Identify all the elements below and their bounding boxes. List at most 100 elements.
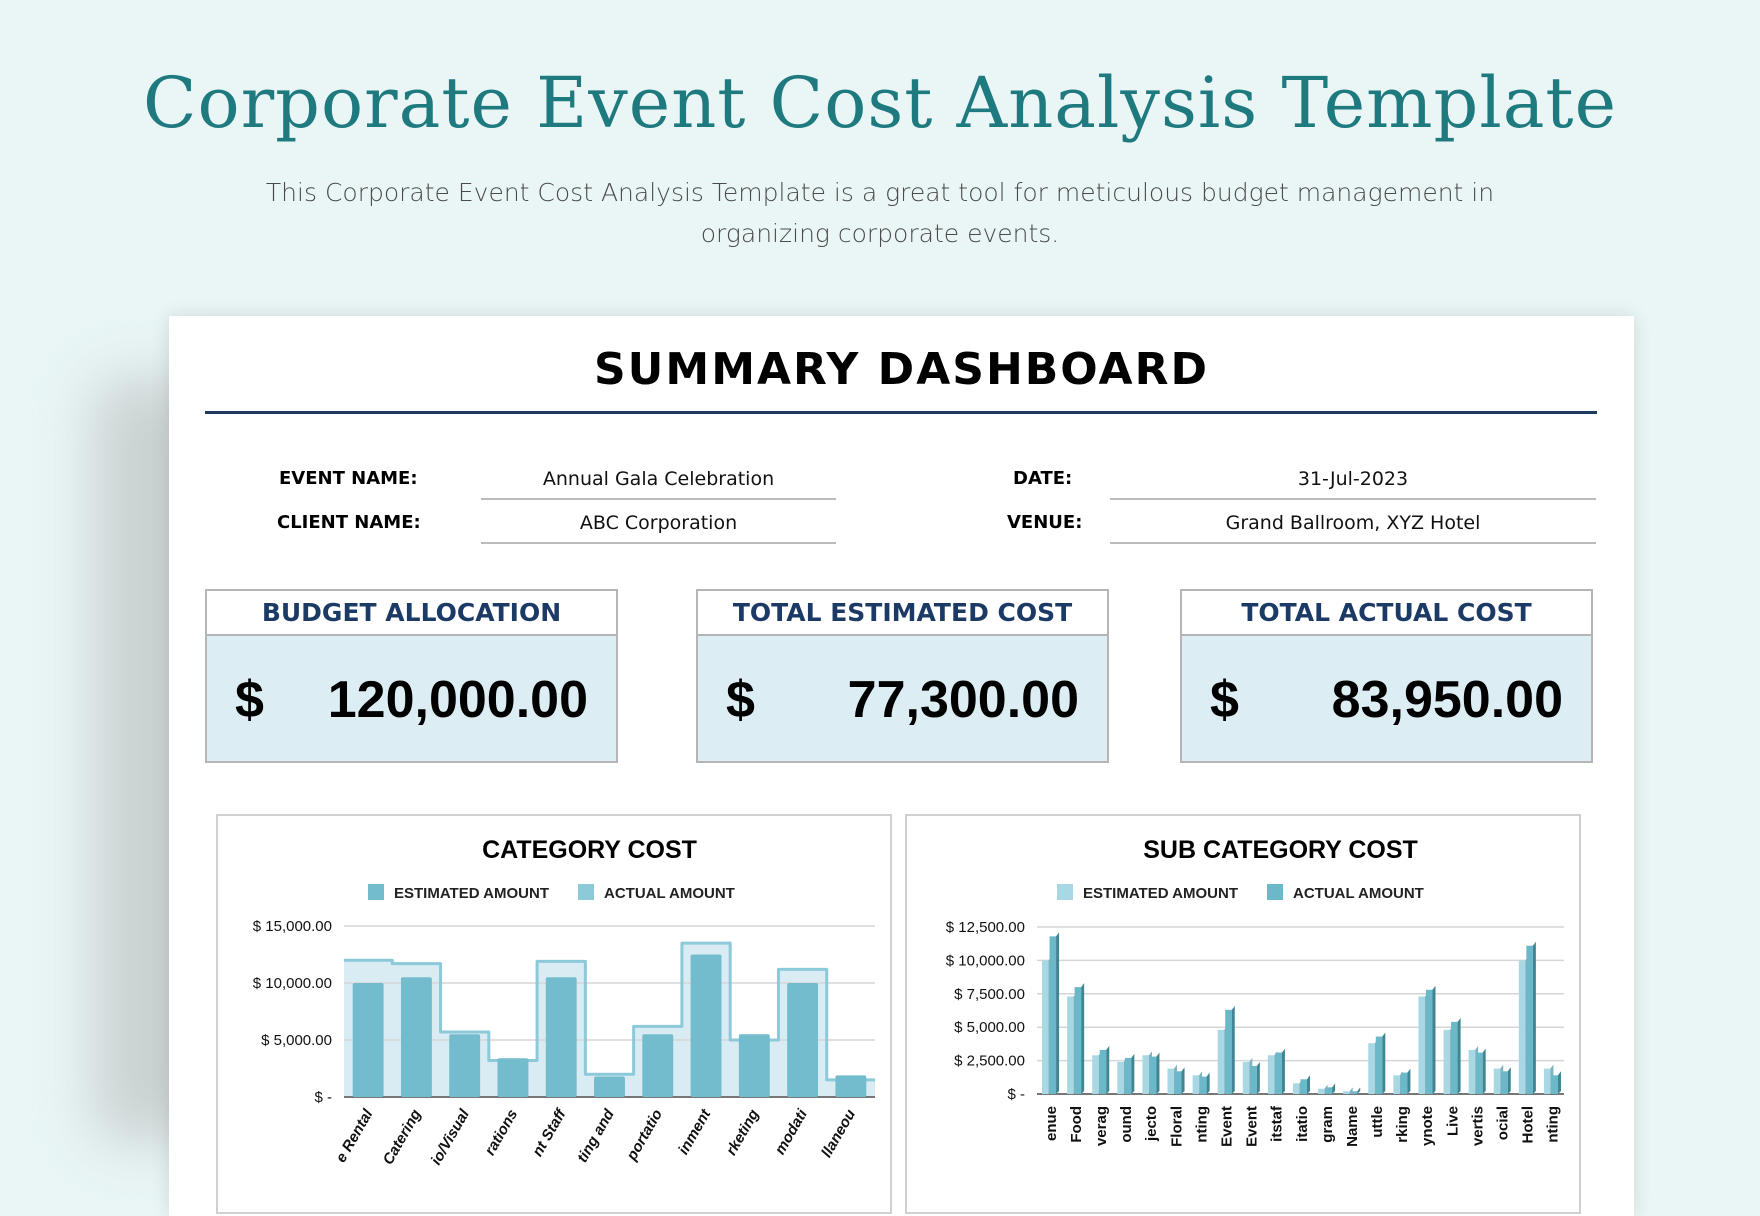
actual-bar-side	[1407, 1068, 1411, 1094]
x-tick-label: modati	[772, 1106, 812, 1158]
x-tick-label: nting	[1193, 1106, 1210, 1143]
estimated-bar	[1292, 1083, 1300, 1094]
legend-swatch	[578, 884, 594, 900]
legend-label: ACTUAL AMOUNT	[604, 885, 735, 902]
kpi-value: 77,300.00	[847, 671, 1079, 729]
estimated-bar	[1318, 1088, 1325, 1094]
estimated-bar	[1343, 1091, 1350, 1094]
estimated-bar-side	[1349, 1087, 1353, 1094]
kpi-total-estimated-cost: TOTAL ESTIMATED COST $77,300.00	[696, 589, 1109, 763]
actual-bar	[1526, 945, 1533, 1094]
x-tick-label: e Rental	[333, 1106, 377, 1166]
actual-bar	[1451, 1021, 1458, 1094]
estimated-bar	[1443, 1029, 1451, 1094]
date-field[interactable]: 31-Jul-2023	[1110, 462, 1596, 500]
estimated-bar	[1192, 1075, 1200, 1094]
actual-bar-side	[1357, 1087, 1361, 1094]
estimated-bar	[1067, 996, 1074, 1094]
actual-bar-side	[1131, 1053, 1135, 1094]
actual-bar	[1225, 1009, 1232, 1094]
estimated-bar	[1393, 1075, 1400, 1094]
estimated-bar	[690, 954, 722, 1097]
actual-bar	[1149, 1056, 1157, 1094]
x-tick-label: itstaf	[1269, 1105, 1286, 1142]
x-tick-label: Live	[1444, 1106, 1461, 1136]
kpi-currency: $	[235, 671, 264, 729]
x-tick-label: uttle	[1369, 1106, 1386, 1138]
legend-label: ACTUAL AMOUNT	[1293, 885, 1424, 902]
actual-bar-side	[1206, 1072, 1210, 1094]
actual-bar	[1250, 1065, 1257, 1094]
actual-bar-side	[1156, 1052, 1160, 1094]
estimated-bar	[545, 977, 577, 1097]
actual-bar	[1074, 987, 1082, 1094]
x-tick-label: portatio	[623, 1107, 666, 1165]
actual-bar	[1476, 1052, 1483, 1094]
actual-bar-side	[1106, 1045, 1110, 1094]
estimated-bar	[594, 1076, 625, 1097]
actual-bar-side	[1081, 983, 1085, 1094]
actual-bar-side	[1332, 1083, 1336, 1094]
legend-label: ESTIMATED AMOUNT	[394, 885, 549, 902]
estimated-bar	[497, 1058, 529, 1097]
actual-bar	[1551, 1075, 1558, 1094]
actual-bar-side	[1382, 1032, 1386, 1094]
x-tick-label: verag	[1093, 1106, 1110, 1146]
estimated-bar	[1117, 1061, 1124, 1094]
client-name-field[interactable]: ABC Corporation	[481, 506, 836, 544]
actual-bar	[1425, 989, 1433, 1094]
legend-swatch	[368, 884, 384, 900]
estimated-bar	[835, 1075, 867, 1097]
kpi-currency: $	[1210, 671, 1239, 729]
actual-bar-side	[1482, 1048, 1486, 1094]
actual-bar-side	[1507, 1067, 1511, 1094]
actual-step-line	[344, 941, 875, 1082]
venue-label: VENUE:	[1007, 512, 1083, 533]
estimated-bar	[1468, 1049, 1476, 1094]
x-tick-label: Floral	[1168, 1106, 1185, 1147]
kpi-total-actual-cost: TOTAL ACTUAL COST $83,950.00	[1180, 589, 1593, 763]
x-tick-label: itatio	[1294, 1106, 1311, 1142]
x-tick-label: nting	[1545, 1106, 1562, 1143]
estimated-bar	[1167, 1068, 1175, 1094]
y-tick-label: $ 5,000.00	[954, 1019, 1025, 1036]
estimated-bar	[642, 1034, 674, 1097]
estimated-bar	[400, 977, 432, 1097]
actual-bar	[1200, 1076, 1207, 1094]
actual-bar-side	[1231, 1005, 1235, 1094]
legend-label: ESTIMATED AMOUNT	[1083, 885, 1238, 902]
sub-category-cost-chart: SUB CATEGORY COST ESTIMATED AMOUNT ACTUAL …	[905, 814, 1581, 1214]
estimated-bar	[1092, 1055, 1099, 1094]
actual-bar-side	[1457, 1017, 1461, 1094]
actual-bar-side	[1432, 985, 1436, 1094]
sub-category-cost-svg: SUB CATEGORY COST ESTIMATED AMOUNT ACTUAL …	[946, 836, 1564, 1147]
kpi-label: TOTAL ACTUAL COST	[1182, 591, 1591, 636]
date-label: DATE:	[1013, 468, 1073, 489]
estimated-bar	[1518, 960, 1526, 1094]
y-tick-label: $ 15,000.00	[253, 918, 332, 935]
kpi-value: 120,000.00	[327, 671, 588, 729]
venue-field[interactable]: Grand Ballroom, XYZ Hotel	[1110, 506, 1596, 544]
x-tick-label: vertis	[1469, 1106, 1486, 1146]
x-tick-label: Hotel	[1520, 1106, 1537, 1144]
actual-bar	[1275, 1052, 1282, 1094]
x-tick-label: gram	[1319, 1106, 1336, 1143]
actual-bar-side	[1256, 1061, 1260, 1094]
estimated-bar	[1217, 1029, 1225, 1094]
client-name-label: CLIENT NAME:	[277, 512, 421, 533]
chart-title: SUB CATEGORY COST	[1143, 836, 1418, 864]
event-name-field[interactable]: Annual Gala Celebration	[481, 462, 836, 500]
dashboard-title: SUMMARY DASHBOARD	[593, 344, 1209, 395]
x-tick-label: rations	[482, 1107, 522, 1159]
actual-bar-side	[1532, 941, 1536, 1094]
y-tick-label: $ 2,500.00	[954, 1053, 1025, 1070]
actual-bar	[1501, 1071, 1508, 1094]
kpi-budget-allocation: BUDGET ALLOCATION $120,000.00	[205, 589, 618, 763]
x-tick-label: inment	[675, 1106, 715, 1158]
page-subtitle: This Corporate Event Cost Analysis Templ…	[265, 178, 1495, 248]
x-tick-label: jecto	[1143, 1106, 1160, 1142]
chart-title: CATEGORY COST	[482, 836, 697, 864]
estimated-bar	[1242, 1061, 1250, 1094]
estimated-bar	[1267, 1055, 1275, 1094]
actual-bar	[1400, 1072, 1408, 1094]
